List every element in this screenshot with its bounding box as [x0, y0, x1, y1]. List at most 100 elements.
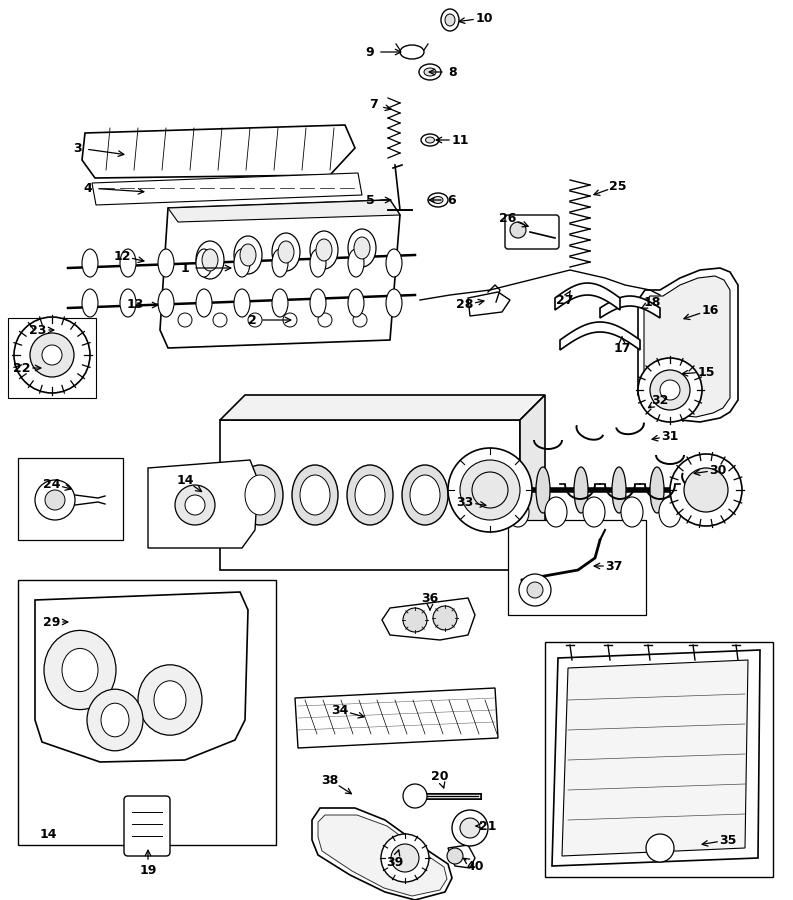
- Polygon shape: [382, 598, 475, 640]
- Bar: [508, 520, 646, 615]
- Ellipse shape: [196, 249, 212, 277]
- Ellipse shape: [154, 680, 186, 719]
- Ellipse shape: [421, 134, 439, 146]
- Ellipse shape: [234, 236, 262, 274]
- Text: 4: 4: [83, 182, 92, 194]
- Ellipse shape: [612, 467, 626, 513]
- Polygon shape: [92, 173, 362, 205]
- Text: 34: 34: [331, 704, 349, 716]
- Circle shape: [381, 834, 429, 882]
- Text: 19: 19: [140, 863, 157, 877]
- Text: 18: 18: [643, 296, 661, 310]
- Polygon shape: [448, 845, 475, 868]
- Ellipse shape: [272, 289, 288, 317]
- Circle shape: [248, 313, 262, 327]
- Ellipse shape: [234, 249, 250, 277]
- Text: 23: 23: [29, 323, 47, 337]
- Ellipse shape: [120, 289, 136, 317]
- Ellipse shape: [234, 289, 250, 317]
- Ellipse shape: [424, 68, 436, 76]
- Ellipse shape: [355, 475, 385, 515]
- Circle shape: [460, 818, 480, 838]
- Ellipse shape: [310, 289, 326, 317]
- Circle shape: [175, 485, 215, 525]
- Ellipse shape: [272, 249, 288, 277]
- Circle shape: [452, 810, 488, 846]
- Ellipse shape: [245, 475, 275, 515]
- Ellipse shape: [101, 703, 129, 737]
- Text: 14: 14: [40, 828, 58, 841]
- Text: 9: 9: [366, 46, 374, 58]
- Polygon shape: [560, 322, 640, 350]
- Ellipse shape: [240, 244, 256, 266]
- Ellipse shape: [574, 467, 588, 513]
- Polygon shape: [220, 395, 545, 420]
- Circle shape: [638, 358, 702, 422]
- Text: 15: 15: [697, 365, 714, 379]
- Polygon shape: [600, 296, 660, 318]
- Text: 21: 21: [479, 820, 496, 832]
- Text: 8: 8: [449, 66, 458, 78]
- Ellipse shape: [445, 14, 455, 26]
- Circle shape: [14, 317, 90, 393]
- Polygon shape: [520, 395, 545, 570]
- Polygon shape: [220, 420, 520, 570]
- Polygon shape: [562, 660, 748, 856]
- Circle shape: [646, 834, 674, 862]
- Ellipse shape: [386, 249, 402, 277]
- Ellipse shape: [545, 497, 567, 527]
- Ellipse shape: [465, 475, 495, 515]
- Ellipse shape: [202, 249, 218, 271]
- Circle shape: [185, 495, 205, 515]
- Ellipse shape: [120, 249, 136, 277]
- Ellipse shape: [457, 465, 503, 525]
- Polygon shape: [35, 592, 248, 762]
- Bar: [8, 318, 96, 398]
- Ellipse shape: [310, 231, 338, 269]
- Text: 25: 25: [609, 179, 626, 193]
- Polygon shape: [295, 688, 498, 748]
- Circle shape: [35, 480, 75, 520]
- Text: 27: 27: [556, 293, 574, 307]
- Ellipse shape: [402, 465, 448, 525]
- Ellipse shape: [82, 289, 98, 317]
- Circle shape: [650, 370, 690, 410]
- Ellipse shape: [428, 193, 448, 207]
- Circle shape: [670, 454, 742, 526]
- Polygon shape: [168, 200, 400, 222]
- Circle shape: [433, 606, 457, 630]
- Circle shape: [45, 490, 65, 510]
- Ellipse shape: [583, 497, 605, 527]
- Ellipse shape: [310, 249, 326, 277]
- Ellipse shape: [348, 249, 364, 277]
- Polygon shape: [644, 276, 730, 417]
- Ellipse shape: [292, 465, 338, 525]
- Ellipse shape: [426, 137, 435, 143]
- Circle shape: [213, 313, 227, 327]
- Text: 5: 5: [366, 194, 374, 206]
- Ellipse shape: [536, 467, 550, 513]
- Circle shape: [519, 574, 551, 606]
- Text: 26: 26: [500, 212, 517, 224]
- Circle shape: [318, 313, 332, 327]
- Ellipse shape: [237, 465, 283, 525]
- Circle shape: [510, 222, 526, 238]
- Text: 36: 36: [421, 591, 439, 605]
- Circle shape: [448, 448, 532, 532]
- Text: 22: 22: [13, 362, 31, 374]
- Ellipse shape: [621, 497, 643, 527]
- Ellipse shape: [386, 289, 402, 317]
- Polygon shape: [148, 460, 258, 548]
- Text: 17: 17: [613, 341, 630, 355]
- Text: 40: 40: [466, 860, 484, 872]
- Circle shape: [447, 848, 463, 864]
- Bar: [18, 580, 276, 845]
- Ellipse shape: [316, 239, 332, 261]
- Text: 28: 28: [456, 299, 473, 311]
- Ellipse shape: [158, 249, 174, 277]
- Circle shape: [460, 460, 520, 520]
- Text: 11: 11: [451, 133, 469, 147]
- Text: 30: 30: [709, 464, 726, 476]
- Ellipse shape: [196, 241, 224, 279]
- Text: 6: 6: [448, 194, 456, 206]
